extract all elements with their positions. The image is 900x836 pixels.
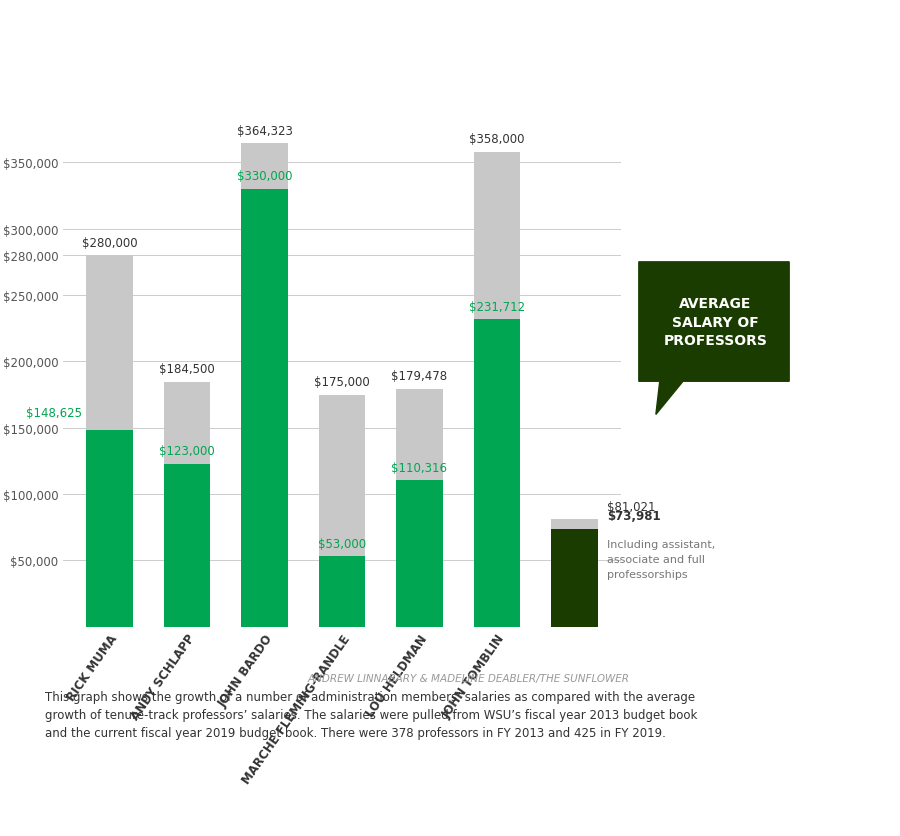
Bar bbox=[319, 395, 365, 557]
Text: $358,000: $358,000 bbox=[469, 133, 525, 146]
Text: $110,316: $110,316 bbox=[392, 461, 447, 474]
Bar bbox=[241, 144, 288, 190]
Bar bbox=[86, 256, 133, 430]
Text: $364,323: $364,323 bbox=[237, 125, 292, 137]
Bar bbox=[86, 430, 133, 627]
Bar bbox=[551, 520, 598, 529]
Bar bbox=[551, 529, 598, 627]
Text: This graph shows the growth of a number of administration members’ salaries as c: This graph shows the growth of a number … bbox=[45, 690, 698, 739]
Text: AVERAGE
SALARY OF
PROFESSORS: AVERAGE SALARY OF PROFESSORS bbox=[663, 297, 768, 348]
Text: $123,000: $123,000 bbox=[159, 445, 215, 457]
Polygon shape bbox=[656, 382, 683, 415]
Text: ANDREW LINNABARY & MADELINE DEABLER/THE SUNFLOWER: ANDREW LINNABARY & MADELINE DEABLER/THE … bbox=[308, 673, 630, 683]
Text: $175,000: $175,000 bbox=[314, 375, 370, 389]
Text: $184,500: $184,500 bbox=[159, 363, 215, 376]
Text: $179,478: $179,478 bbox=[392, 370, 447, 383]
Bar bbox=[396, 389, 443, 481]
Text: Including assistant,
associate and full
professorships: Including assistant, associate and full … bbox=[607, 539, 716, 579]
Bar bbox=[473, 320, 520, 627]
Bar bbox=[396, 481, 443, 627]
Text: $81,021: $81,021 bbox=[607, 500, 655, 513]
Text: $148,625: $148,625 bbox=[26, 406, 83, 420]
Text: $53,000: $53,000 bbox=[318, 538, 366, 550]
Text: $330,000: $330,000 bbox=[237, 170, 292, 183]
Bar bbox=[164, 383, 211, 464]
Text: $231,712: $231,712 bbox=[469, 300, 525, 314]
Text: $73,981: $73,981 bbox=[607, 509, 661, 522]
Bar bbox=[164, 464, 211, 627]
FancyBboxPatch shape bbox=[639, 263, 789, 382]
Bar bbox=[473, 152, 520, 320]
Bar bbox=[319, 557, 365, 627]
Text: $280,000: $280,000 bbox=[82, 237, 138, 249]
Bar bbox=[241, 190, 288, 627]
